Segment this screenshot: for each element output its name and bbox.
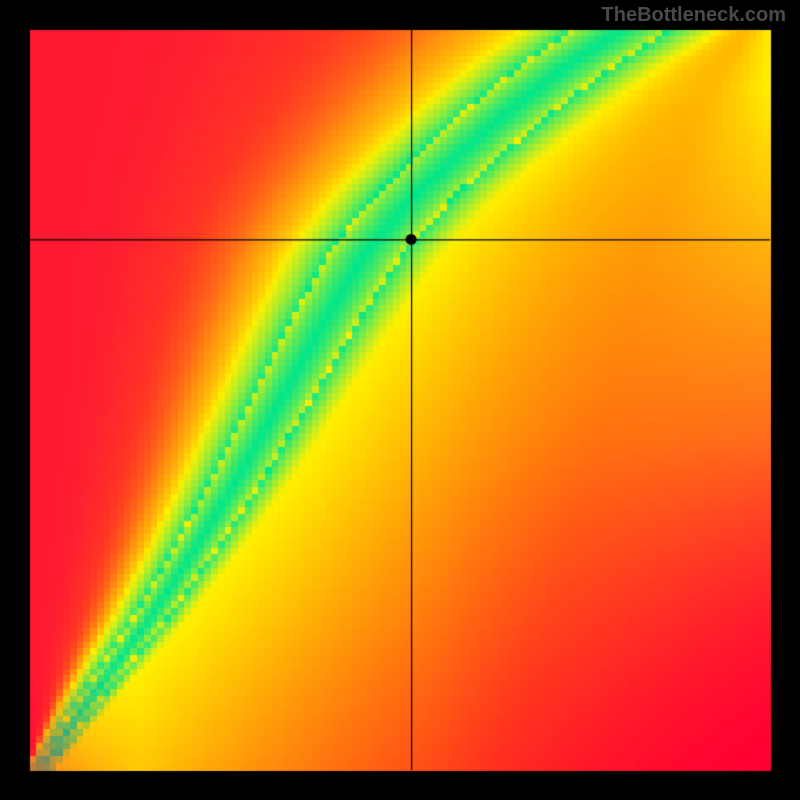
watermark-text: TheBottleneck.com: [602, 4, 786, 27]
bottleneck-heatmap: [0, 0, 800, 800]
